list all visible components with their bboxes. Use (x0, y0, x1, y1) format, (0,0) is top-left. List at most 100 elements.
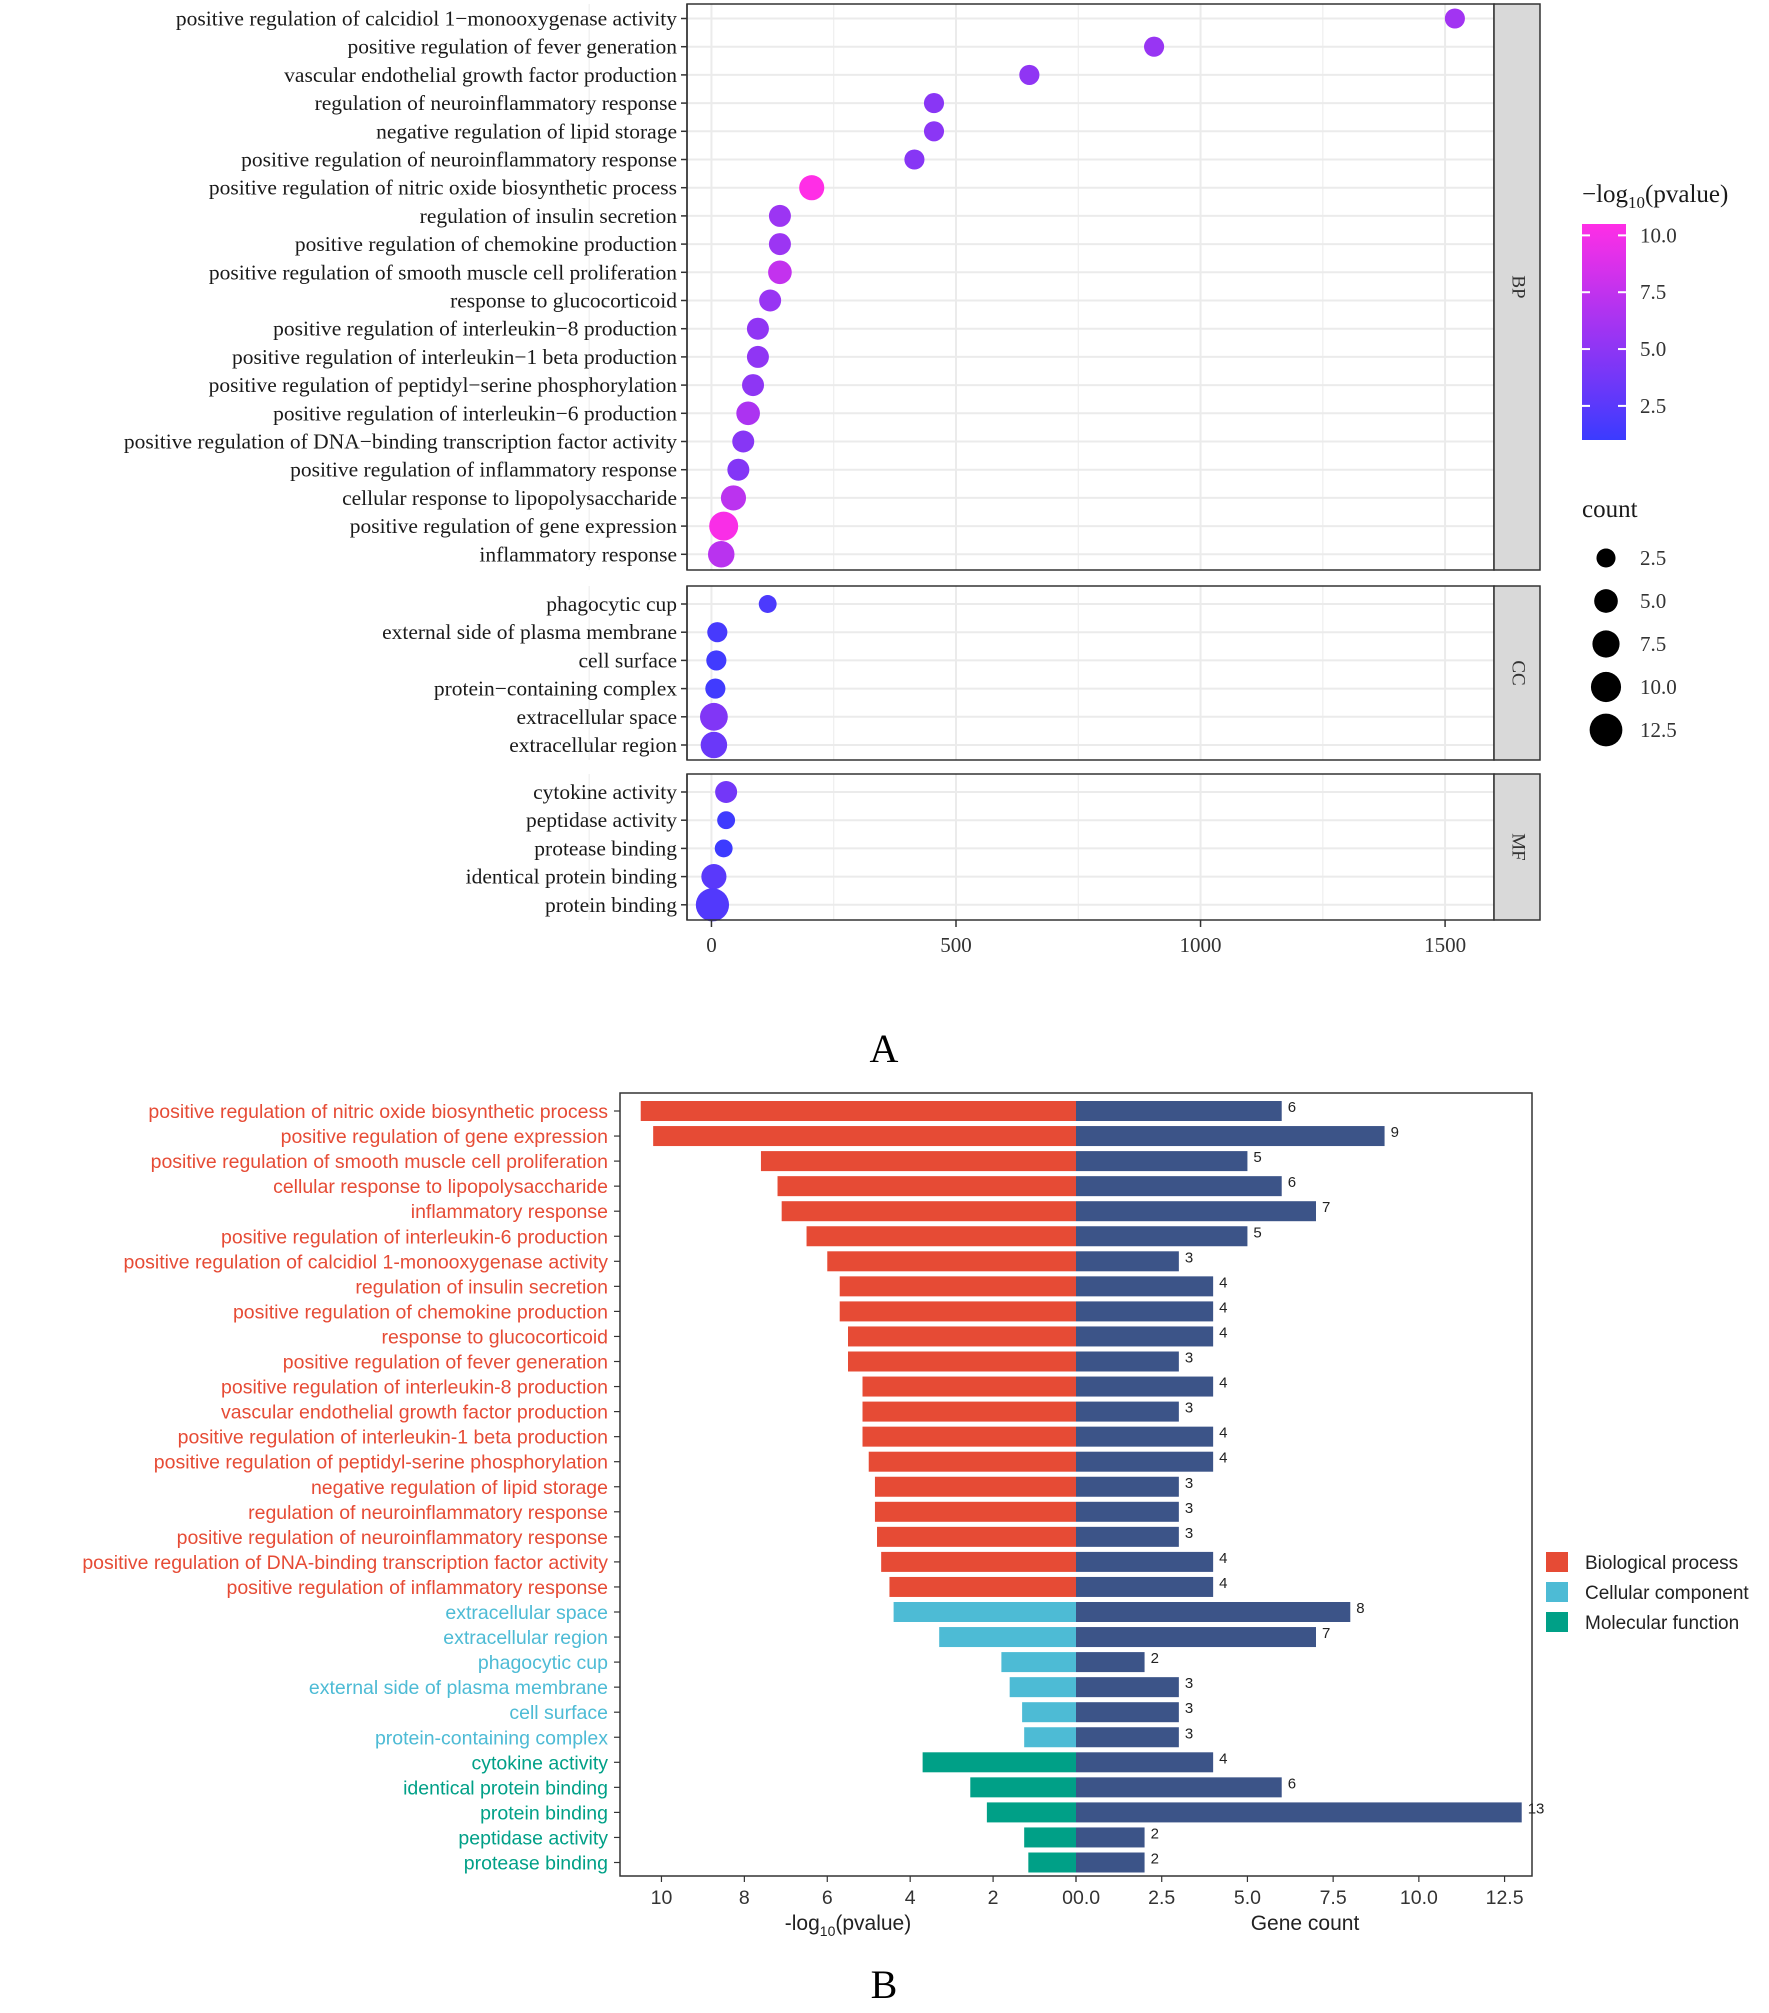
pvalue-bar (781, 1201, 1076, 1222)
axis-title-suffix: (pvalue) (835, 1912, 911, 1935)
term-label: positive regulation of interleukin-1 bet… (178, 1427, 608, 1449)
count-value-label: 4 (1219, 1375, 1227, 1392)
term-label: positive regulation of interleukin−6 pro… (273, 401, 677, 425)
term-label: protein−containing complex (434, 677, 677, 701)
count-bar (1076, 1727, 1179, 1748)
facet-strip-label: BP (1508, 275, 1529, 298)
count-bar (1076, 1752, 1214, 1773)
legend-size-dot (1589, 713, 1623, 747)
count-value-label: 13 (1528, 1800, 1545, 1817)
term-label: positive regulation of neuroinflammatory… (241, 148, 677, 172)
data-point (746, 345, 769, 368)
count-value-label: 2 (1151, 1825, 1159, 1842)
legend-swatch (1546, 1552, 1568, 1572)
term-label: peptidase activity (526, 808, 677, 832)
bar-row: 4 positive regulation of peptidyl-serine … (154, 1450, 1228, 1474)
term-label: positive regulation of DNA-binding trans… (82, 1552, 608, 1574)
data-point (904, 149, 925, 170)
term-label: cytokine activity (533, 780, 677, 804)
data-point (715, 781, 738, 803)
bar-row: 3 cell surface (509, 1700, 1193, 1724)
count-bar (1076, 1702, 1179, 1723)
legend-size-dot (1592, 630, 1620, 658)
term-label: positive regulation of chemokine product… (233, 1301, 608, 1323)
legend-label: Cellular component (1585, 1583, 1749, 1604)
facet-strip (1493, 3, 1541, 571)
pvalue-bar (640, 1101, 1076, 1121)
term-label: positive regulation of peptidyl-serine p… (154, 1452, 608, 1474)
count-bar (1076, 1276, 1214, 1297)
count-bar (1076, 1677, 1179, 1698)
data-point (732, 430, 755, 453)
term-label: protein binding (480, 1802, 608, 1824)
count-bar (1076, 1501, 1179, 1522)
term-label: cell surface (579, 648, 677, 672)
term-label: phagocytic cup (546, 592, 677, 616)
legend-size-label: 5.0 (1640, 589, 1666, 613)
term-label: cellular response to lipopolysaccharide (342, 486, 677, 510)
pvalue-bar (777, 1176, 1076, 1197)
count-bar (1076, 1176, 1282, 1197)
pvalue-bar (862, 1426, 1076, 1447)
facet-background (687, 4, 1494, 570)
legend-title-prefix: −log (1582, 181, 1629, 208)
x-tick-label-left: 8 (739, 1887, 750, 1909)
x-tick-label-left: 0 (1062, 1887, 1073, 1909)
legend-label: Molecular function (1585, 1613, 1739, 1634)
legend-size-dot (1590, 671, 1622, 703)
term-label: positive regulation of inflammatory resp… (226, 1577, 608, 1599)
term-label: negative regulation of lipid storage (311, 1477, 608, 1499)
count-bar (1076, 1126, 1385, 1147)
bar-row: 2 phagocytic cup (478, 1650, 1159, 1674)
term-label: positive regulation of interleukin−1 bet… (232, 345, 677, 369)
data-point (746, 317, 769, 340)
data-point (706, 650, 727, 671)
bar-row: 5 positive regulation of smooth muscle ce… (151, 1149, 1262, 1173)
bar-row: 3 negative regulation of lipid storage (311, 1475, 1193, 1499)
count-value-label: 3 (1185, 1700, 1193, 1717)
pvalue-bar (874, 1501, 1076, 1522)
legend-size-dot (1596, 548, 1616, 568)
pvalue-bar (653, 1126, 1076, 1147)
data-point (1019, 64, 1040, 85)
x-tick-label-left: 2 (988, 1887, 999, 1909)
x-tick-label-right: 2.5 (1148, 1887, 1175, 1909)
pvalue-bar (1001, 1652, 1076, 1673)
facet-bp: positive regulation of calcidiol 1−monoo… (124, 3, 1541, 571)
count-bar (1076, 1351, 1179, 1372)
bar-row: 8 extracellular space (445, 1600, 1364, 1624)
legend-tick-label: 7.5 (1640, 280, 1666, 304)
term-label: cytokine activity (471, 1752, 608, 1774)
term-label: positive regulation of fever generation (347, 35, 677, 59)
term-label: extracellular region (443, 1627, 608, 1649)
data-point (720, 485, 747, 511)
pvalue-bar (848, 1326, 1076, 1347)
x-tick-label: 1500 (1424, 933, 1466, 957)
panel-a: positive regulation of calcidiol 1−monoo… (124, 3, 1728, 1071)
term-label: positive regulation of DNA−binding trans… (124, 430, 677, 454)
data-point (695, 888, 730, 922)
count-value-label: 2 (1151, 1650, 1159, 1667)
bar-row: 3 positive regulation of calcidiol 1-mono… (123, 1249, 1193, 1273)
left-axis-title: -log10(pvalue) (785, 1912, 911, 1939)
pvalue-bar (862, 1401, 1076, 1422)
term-label: positive regulation of interleukin−8 pro… (273, 317, 677, 341)
data-point (1144, 36, 1165, 57)
data-point (768, 260, 792, 285)
facet-strip (1493, 585, 1541, 761)
count-bar (1076, 1101, 1282, 1121)
count-value-label: 6 (1288, 1099, 1296, 1116)
term-label: regulation of insulin secretion (420, 204, 678, 228)
legend-size-label: 7.5 (1640, 632, 1666, 656)
count-value-label: 8 (1356, 1600, 1364, 1617)
data-point (758, 595, 777, 613)
count-value-label: 4 (1219, 1750, 1227, 1767)
bar-row: 13 protein binding (480, 1800, 1544, 1824)
term-label: positive regulation of nitric oxide bios… (148, 1101, 608, 1123)
data-point (1444, 8, 1465, 29)
count-value-label: 4 (1219, 1425, 1227, 1442)
term-label: regulation of neuroinflammatory response (248, 1502, 608, 1524)
legend-tick-label: 5.0 (1640, 337, 1666, 361)
